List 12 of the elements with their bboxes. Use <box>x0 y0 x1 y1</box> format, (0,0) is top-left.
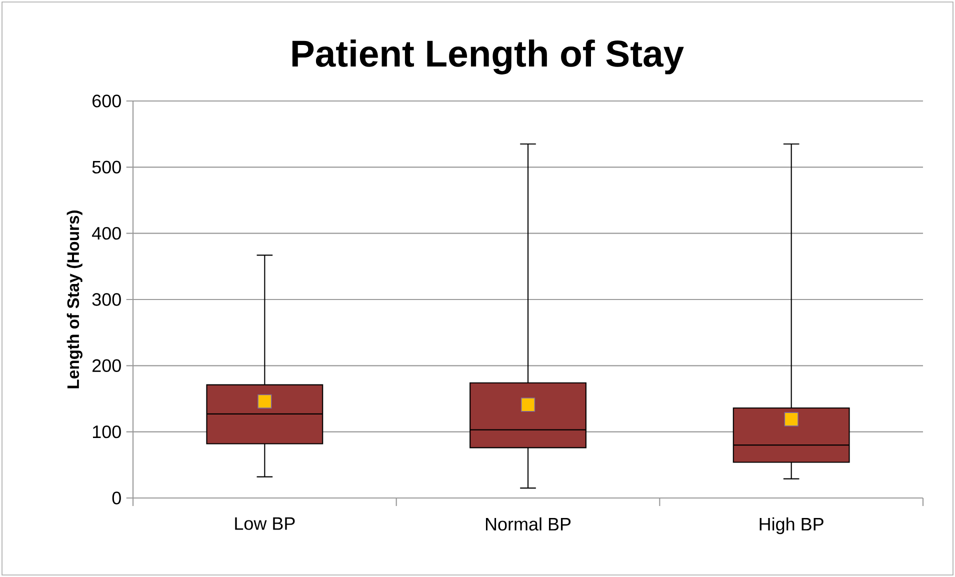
x-tick-label: High BP <box>760 517 824 534</box>
chart-title: Patient Length of Stay <box>292 40 684 74</box>
x-tick-label: Normal BP <box>486 517 571 531</box>
y-tick-label: 300 <box>92 293 121 306</box>
y-tick-label: 0 <box>112 492 121 504</box>
x-tick-label: Low BP <box>235 517 295 530</box>
y-axis-title: Length of Stay (Hours) <box>66 210 82 388</box>
y-tick-label: 100 <box>92 425 121 438</box>
y-tick-label: 600 <box>92 94 121 108</box>
y-tick-label: 500 <box>92 160 121 174</box>
y-tick-label: 400 <box>92 226 121 240</box>
y-tick-label: 200 <box>92 359 121 372</box>
